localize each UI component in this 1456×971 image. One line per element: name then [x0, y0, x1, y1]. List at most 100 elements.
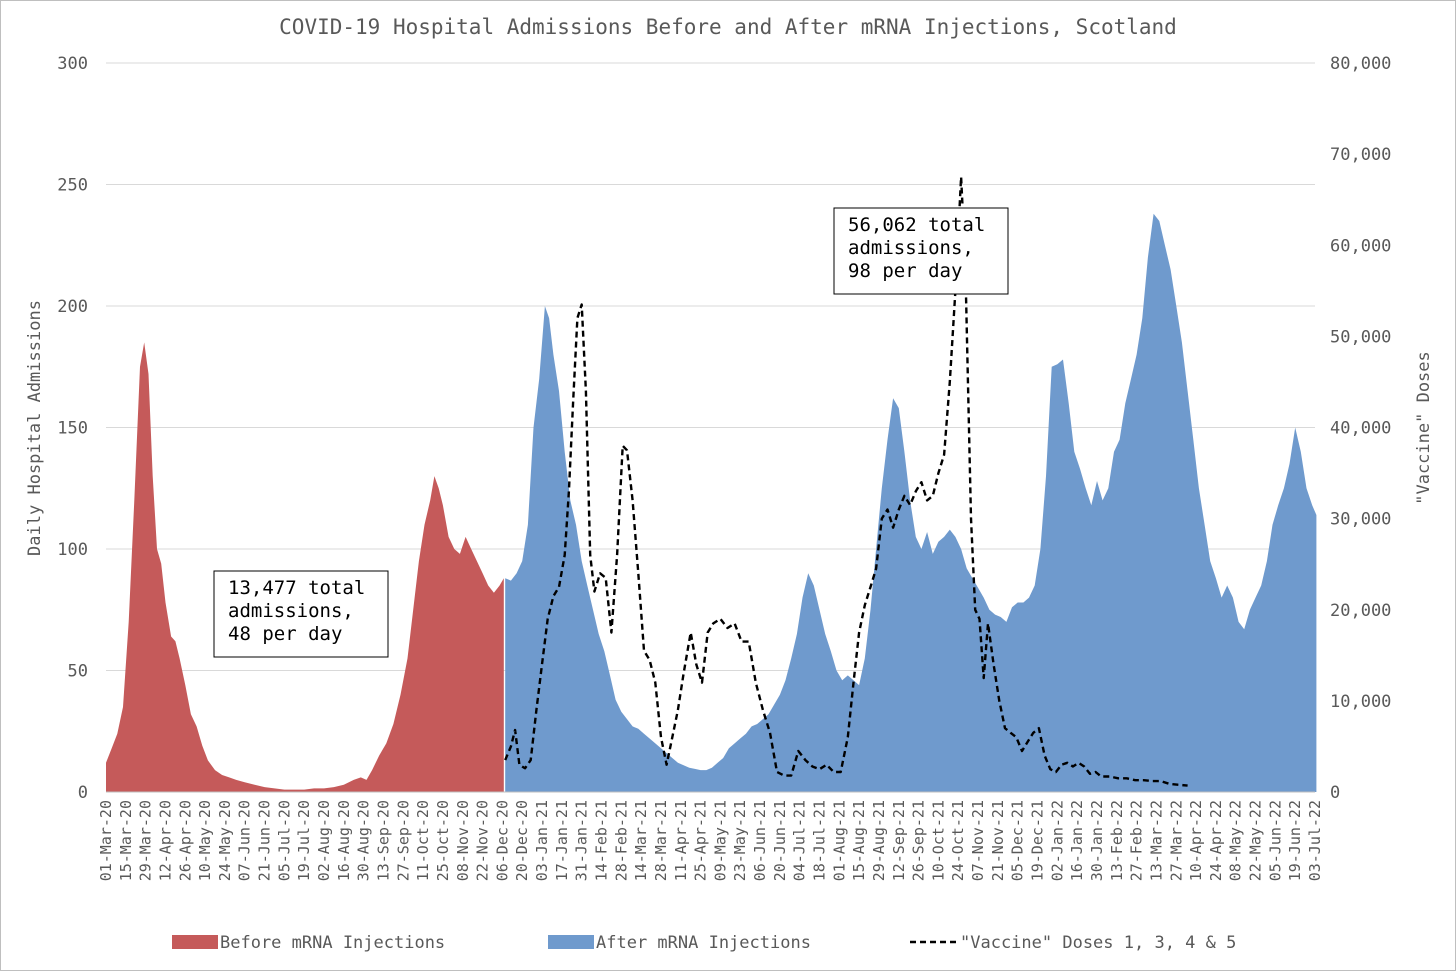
x-tick-label: 09-May-21 — [711, 800, 729, 881]
annotation-line: admissions, — [228, 600, 354, 622]
legend-label: Before mRNA Injections — [220, 933, 445, 953]
x-tick-label: 24-May-20 — [216, 800, 234, 881]
y-axis-left: 0 50 100 150 200 250 300 — [57, 54, 88, 803]
legend-item: "Vaccine" Doses 1, 3, 4 & 5 — [910, 933, 1236, 953]
annotation-line: 98 per day — [848, 260, 962, 282]
y-tick-label-right: 50,000 — [1330, 327, 1391, 347]
y-tick-label-right: 60,000 — [1330, 236, 1391, 256]
annotation-line: 13,477 total — [228, 577, 365, 599]
x-tick-label: 01-Mar-20 — [97, 800, 115, 881]
x-tick-label: 17-Jan-21 — [553, 800, 571, 881]
x-tick-label: 25-Apr-21 — [692, 800, 710, 881]
x-tick-label: 10-May-20 — [196, 800, 214, 881]
x-tick-label: 03-Jul-22 — [1306, 800, 1324, 881]
x-tick-label: 16-Jan-22 — [1068, 800, 1086, 881]
y-tick-label-left: 150 — [57, 419, 88, 439]
x-tick-label: 24-Apr-22 — [1207, 800, 1225, 881]
y-tick-label-left: 100 — [57, 540, 88, 560]
y-tick-label-left: 0 — [78, 783, 88, 803]
x-tick-label: 27-Feb-22 — [1128, 800, 1146, 881]
y-tick-label-right: 40,000 — [1330, 419, 1391, 439]
x-tick-label: 05-Jun-22 — [1266, 800, 1284, 881]
x-tick-label: 12-Apr-20 — [156, 800, 174, 881]
x-tick-label: 14-Feb-21 — [592, 800, 610, 881]
x-tick-label: 19-Jun-22 — [1286, 800, 1304, 881]
x-tick-label: 10-Apr-22 — [1187, 800, 1205, 881]
x-tick-label: 31-Jan-21 — [573, 800, 591, 881]
series-vaccine-doses-1-3-4-5-line — [504, 175, 1188, 787]
chart-title: COVID-19 Hospital Admissions Before and … — [279, 15, 1177, 39]
y-axis-label-left: Daily Hospital Admissions — [25, 300, 45, 556]
line-series — [504, 175, 1188, 787]
legend-swatch — [172, 935, 218, 949]
x-tick-label: 18-Jul-21 — [811, 800, 829, 881]
x-tick-label: 04-Jul-21 — [791, 800, 809, 881]
x-tick-label: 30-Jan-22 — [1088, 800, 1106, 881]
annotation-frame — [213, 570, 389, 658]
x-tick-label: 07-Nov-21 — [969, 800, 987, 881]
y-tick-label-right: 30,000 — [1330, 510, 1391, 530]
x-tick-label: 14-Mar-21 — [632, 800, 650, 881]
x-tick-label: 06-Jun-21 — [751, 800, 769, 881]
x-tick-label: 01-Aug-21 — [830, 800, 848, 881]
x-tick-label: 27-Sep-20 — [394, 800, 412, 881]
x-tick-label: 22-May-22 — [1247, 800, 1265, 881]
x-tick-label: 20-Jun-21 — [771, 800, 789, 881]
x-tick-label: 06-Dec-20 — [493, 800, 511, 881]
x-tick-label: 02-Aug-20 — [315, 800, 333, 881]
y-tick-label-left: 200 — [57, 297, 88, 317]
x-tick-label: 03-Jan-21 — [533, 800, 551, 881]
x-tick-label: 02-Jan-22 — [1048, 800, 1066, 881]
x-tick-label: 11-Apr-21 — [672, 800, 690, 881]
y-tick-label-right: 20,000 — [1330, 601, 1391, 621]
y-tick-label-right: 0 — [1330, 783, 1340, 803]
x-tick-label: 30-Aug-20 — [355, 800, 373, 881]
y-tick-label-right: 80,000 — [1330, 54, 1391, 74]
y-tick-label-right: 10,000 — [1330, 692, 1391, 712]
x-tick-label: 26-Sep-21 — [910, 800, 928, 881]
x-axis: 01-Mar-20 15-Mar-20 29-Mar-20 12-Apr-20 26-A… — [97, 791, 1324, 881]
x-tick-label: 05-Jul-20 — [275, 800, 293, 881]
x-tick-label: 22-Nov-20 — [474, 800, 492, 881]
legend-item: Before mRNA Injections — [172, 933, 445, 953]
x-tick-label: 07-Jun-20 — [236, 800, 254, 881]
x-tick-label: 08-May-22 — [1227, 800, 1245, 881]
annotation-frame — [833, 207, 1009, 295]
x-tick-label: 13-Sep-20 — [374, 800, 392, 881]
x-tick-label: 20-Dec-20 — [513, 800, 531, 881]
x-tick-label: 13-Mar-22 — [1147, 800, 1165, 881]
x-tick-label: 15-Mar-20 — [117, 800, 135, 881]
x-tick-label: 23-May-21 — [731, 800, 749, 881]
y-axis-right: 0 10,000 20,000 30,000 40,000 50,000 60,000 70,… — [1330, 54, 1391, 803]
x-tick-label: 16-Aug-20 — [335, 800, 353, 881]
legend-item: After mRNA Injections — [548, 933, 811, 953]
y-axis-label-right: "Vaccine" Doses — [1414, 351, 1434, 505]
series-after-mrna-injections-area — [505, 213, 1317, 792]
x-tick-label: 21-Nov-21 — [989, 800, 1007, 881]
series-before-mrna-injections-area — [106, 342, 504, 792]
annotation-line: 48 per day — [228, 623, 342, 645]
annotation-line: admissions, — [848, 237, 974, 259]
x-tick-label: 27-Mar-22 — [1167, 800, 1185, 881]
legend-label: After mRNA Injections — [596, 933, 811, 953]
x-tick-label: 19-Dec-21 — [1029, 800, 1047, 881]
y-tick-label-left: 250 — [57, 176, 88, 196]
x-tick-label: 15-Aug-21 — [850, 800, 868, 881]
x-tick-label: 10-Oct-21 — [929, 800, 947, 881]
x-tick-label: 05-Dec-21 — [1009, 800, 1027, 881]
x-tick-label: 11-Oct-20 — [414, 800, 432, 881]
x-tick-label: 29-Aug-21 — [870, 800, 888, 881]
legend-label: "Vaccine" Doses 1, 3, 4 & 5 — [960, 933, 1236, 953]
x-tick-label: 28-Mar-21 — [652, 800, 670, 881]
legend: Before mRNA Injections After mRNA Injecti… — [172, 933, 1236, 953]
y-tick-label-left: 50 — [68, 662, 88, 682]
x-tick-label: 21-Jun-20 — [256, 800, 274, 881]
area-series — [106, 213, 1317, 792]
x-tick-label: 28-Feb-21 — [612, 800, 630, 881]
x-tick-label: 12-Sep-21 — [890, 800, 908, 881]
x-tick-label: 25-Oct-20 — [434, 800, 452, 881]
